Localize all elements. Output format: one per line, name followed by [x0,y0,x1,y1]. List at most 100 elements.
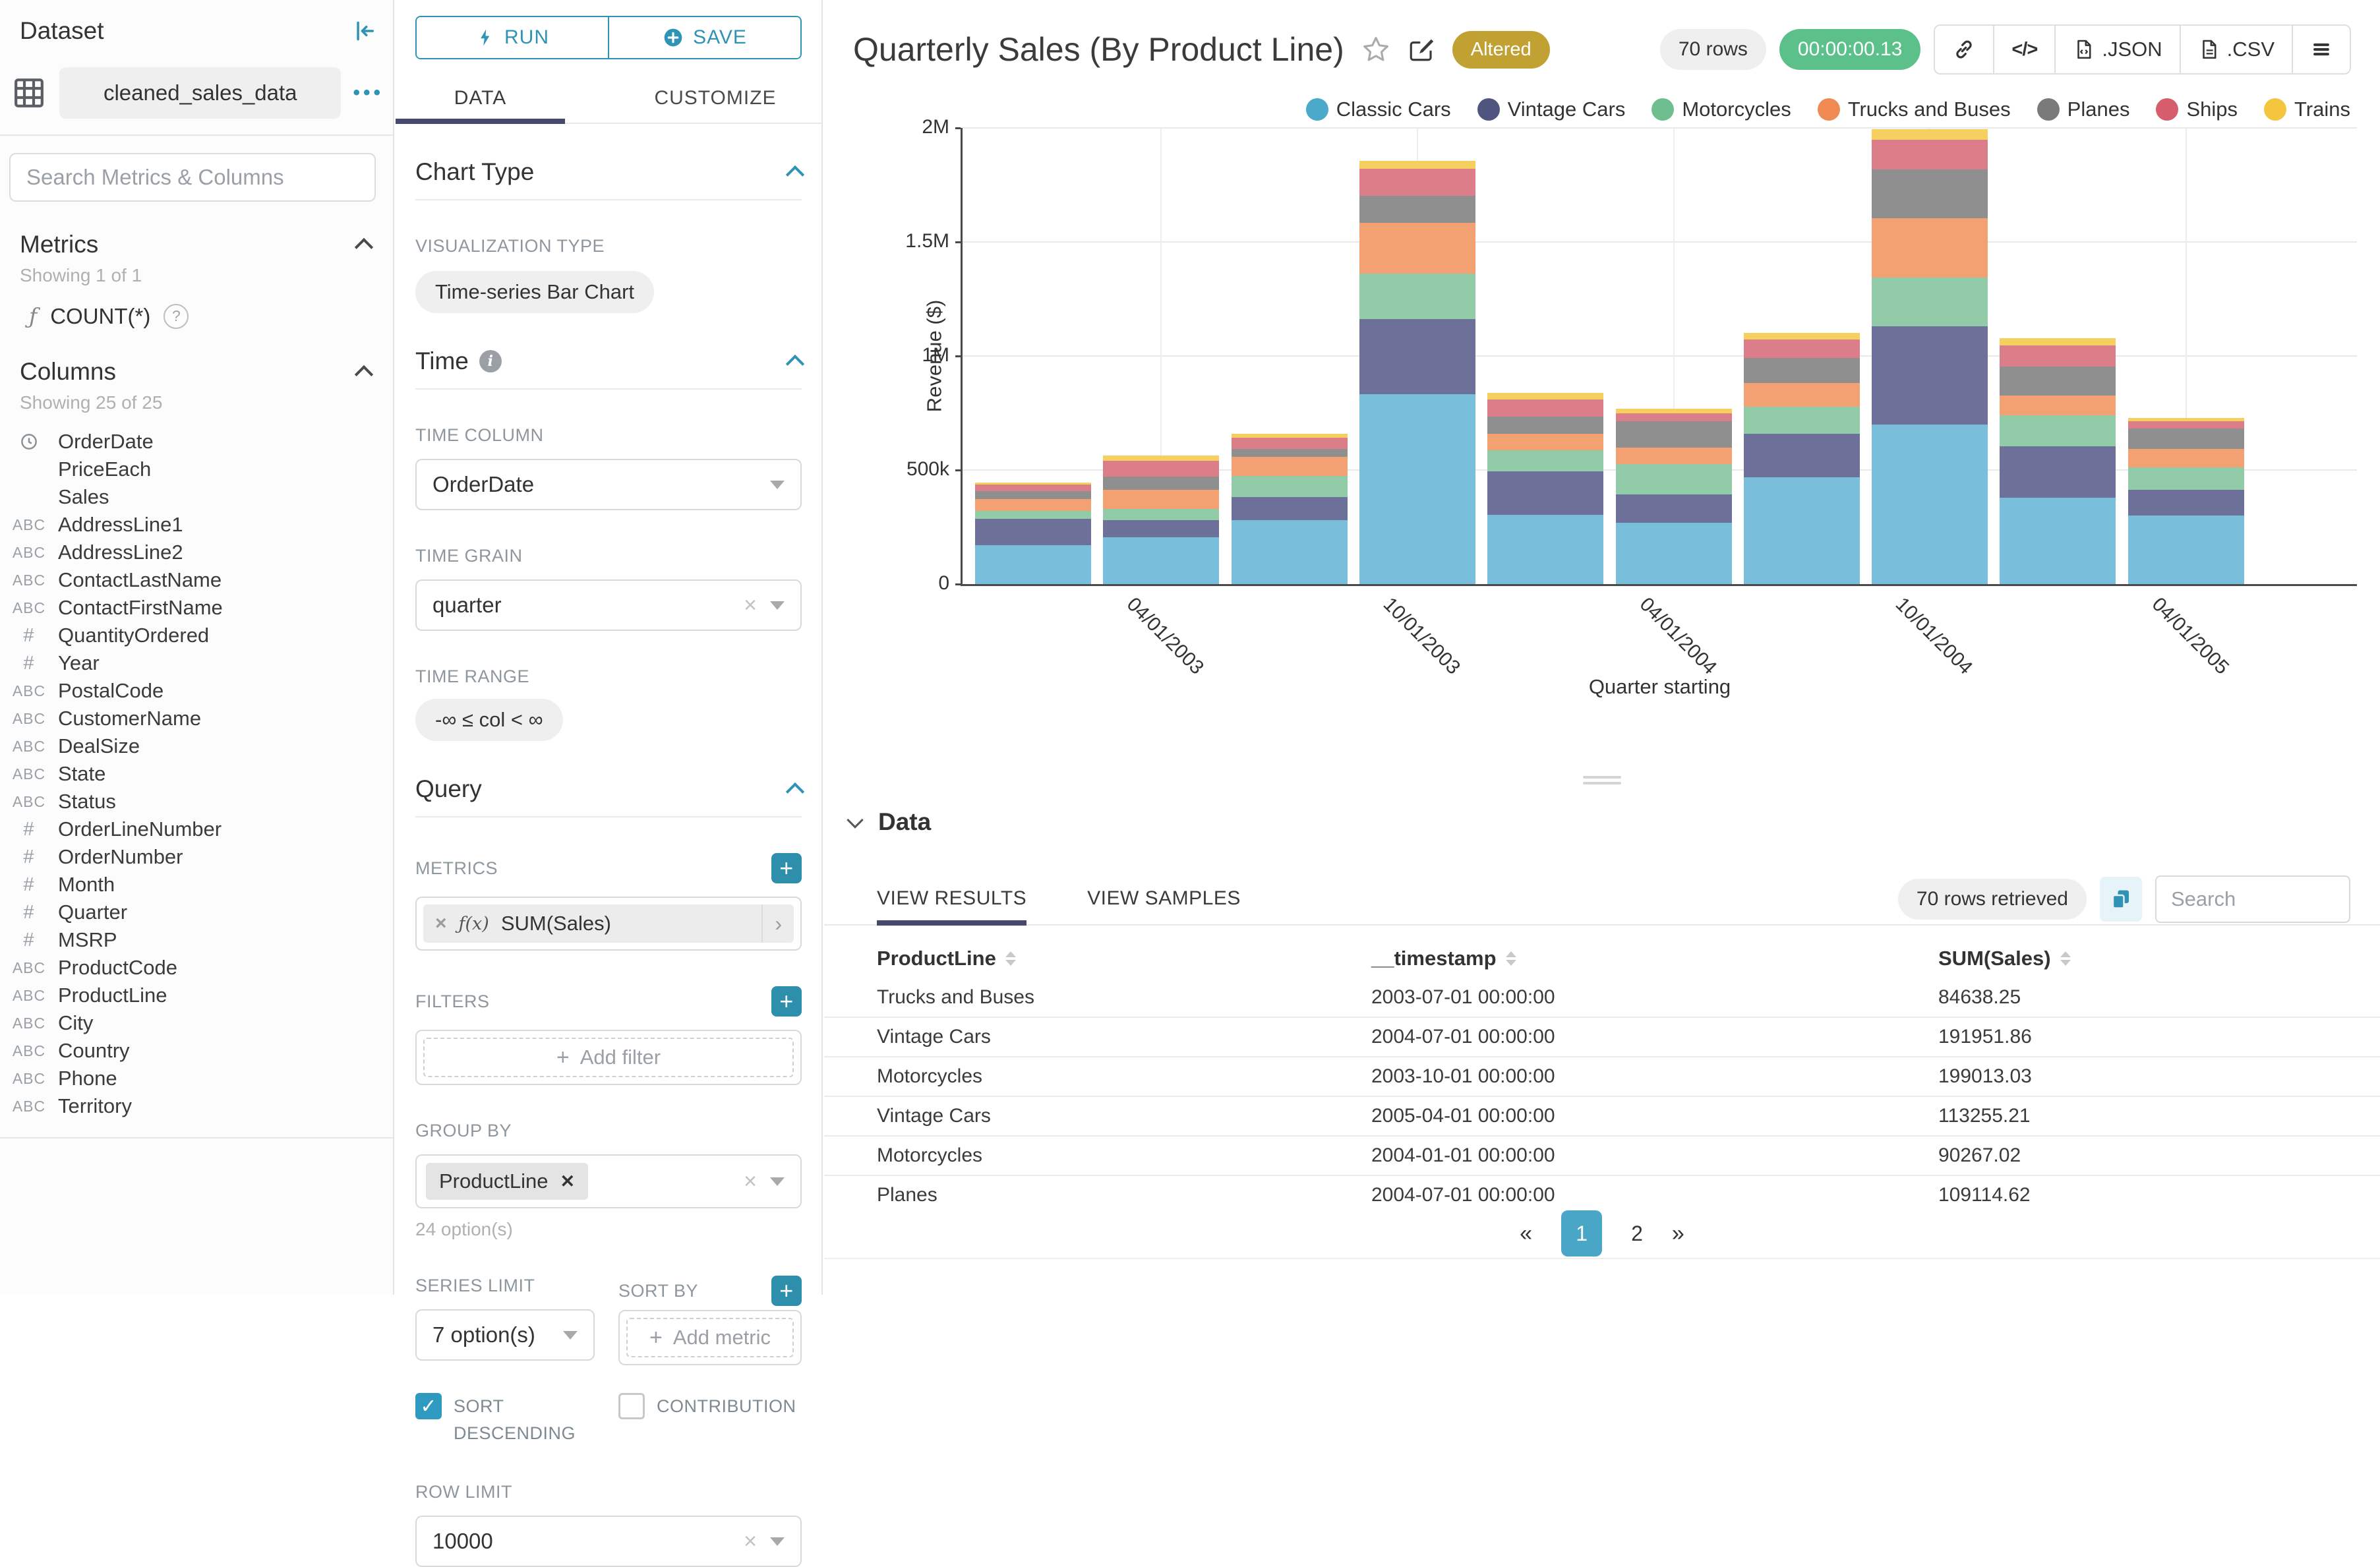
embed-code-button[interactable]: </> [1993,26,2054,73]
bar-segment-planes[interactable] [1872,169,1988,219]
bar-segment-vintage-cars[interactable] [1359,319,1475,395]
bar-segment-planes[interactable] [1615,421,1732,448]
bar-segment-trucks-and-buses[interactable] [2127,448,2244,468]
bar-segment-classic-cars[interactable] [1615,522,1732,584]
bar-segment-ships[interactable] [2127,421,2244,429]
column-item-contactlastname[interactable]: ABC ContactLastName [0,566,393,594]
column-item-addressline1[interactable]: ABC AddressLine1 [0,511,393,539]
help-icon[interactable]: ? [164,303,189,329]
bar-segment-trucks-and-buses[interactable] [2000,395,2116,416]
bar-segment-motorcycles[interactable] [2000,415,2116,447]
column-item-dealsize[interactable]: ABC DealSize [0,732,393,760]
column-item-priceeach[interactable]: PriceEach [0,456,393,483]
bar-segment-motorcycles[interactable] [1615,463,1732,495]
legend-item-classic-cars[interactable]: Classic Cars [1305,98,1451,121]
collapse-columns-icon[interactable] [354,365,374,384]
collapse-time-icon[interactable] [785,354,805,374]
collapse-data-icon[interactable] [847,812,864,829]
remove-chip-icon[interactable]: ✕ [560,1171,576,1191]
legend-item-vintage-cars[interactable]: Vintage Cars [1477,98,1625,121]
add-sort-metric-button[interactable]: + [771,1276,802,1306]
bar-segment-vintage-cars[interactable] [1487,471,1604,516]
column-item-productcode[interactable]: ABC ProductCode [0,954,393,982]
groupby-select[interactable]: ProductLine ✕ × [415,1154,802,1208]
bar-segment-vintage-cars[interactable] [1872,326,1988,425]
bar-chart-plot[interactable]: Revenue ($) Quarter starting 0 500k 1M 1.5M… [905,116,2357,698]
bar-segment-ships[interactable] [2000,345,2116,367]
column-item-productline[interactable]: ABC ProductLine [0,982,393,1009]
column-item-country[interactable]: ABC Country [0,1037,393,1065]
bar-segment-classic-cars[interactable] [1103,537,1220,584]
bar-segment-ships[interactable] [1231,437,1348,449]
pagination-prev[interactable]: « [1520,1220,1533,1246]
bar-segment-vintage-cars[interactable] [1743,433,1860,478]
bar-segment-trains[interactable] [2127,418,2244,421]
bar-segment-trains[interactable] [1487,392,1604,399]
star-icon[interactable] [1361,35,1390,64]
bar-segment-trains[interactable] [1615,408,1732,413]
column-item-orderlinenumber[interactable]: # OrderLineNumber [0,815,393,843]
bar-segment-planes[interactable] [975,490,1091,499]
bar-segment-trucks-and-buses[interactable] [1872,218,1988,278]
pagination-page-2[interactable]: 2 [1631,1221,1643,1245]
bar-segment-planes[interactable] [1743,357,1860,383]
legend-item-motorcycles[interactable]: Motorcycles [1651,98,1791,121]
bar-segment-trucks-and-buses[interactable] [1487,433,1604,451]
bar-segment-planes[interactable] [1487,417,1604,434]
bar-segment-planes[interactable] [1359,195,1475,223]
clear-x-icon[interactable]: × [744,1169,757,1194]
time-column-select[interactable]: OrderDate [415,459,802,510]
add-filter-button[interactable]: + [771,986,802,1017]
sort-descending-checkbox[interactable]: ✓ [415,1393,442,1419]
clear-x-icon[interactable]: × [744,1529,757,1554]
altered-badge[interactable]: Altered [1452,30,1550,69]
bar-segment-vintage-cars[interactable] [1615,494,1732,523]
bar-segment-motorcycles[interactable] [2127,467,2244,490]
bar-segment-vintage-cars[interactable] [1103,520,1220,538]
sort-arrows-icon[interactable] [1505,951,1516,966]
tab-view-results[interactable]: VIEW RESULTS [877,878,1027,926]
export-json-button[interactable]: .JSON [2054,26,2179,73]
table-row[interactable]: Vintage Cars 2004-07-01 00:00:00 191951.86 [824,1017,2380,1056]
save-button[interactable]: SAVE [608,17,800,58]
column-item-orderdate[interactable]: OrderDate [0,428,393,456]
column-header-timestamp[interactable]: __timestamp [1371,947,1938,970]
sort-arrows-icon[interactable] [1005,951,1016,966]
pagination-next[interactable]: » [1671,1220,1684,1246]
table-row[interactable]: Planes 2004-07-01 00:00:00 109114.62 [824,1175,2380,1214]
search-metrics-input[interactable] [9,153,376,202]
column-item-customername[interactable]: ABC CustomerName [0,705,393,732]
bar-segment-motorcycles[interactable] [975,510,1091,519]
column-item-phone[interactable]: ABC Phone [0,1065,393,1092]
collapse-query-icon[interactable] [785,782,805,802]
panel-resize-handle[interactable] [1583,773,1621,784]
bar-segment-trains[interactable] [2000,338,2116,346]
collapse-left-icon[interactable] [351,18,376,44]
bar-segment-classic-cars[interactable] [1231,520,1348,584]
bar-segment-trucks-and-buses[interactable] [1615,448,1732,464]
bar-segment-trucks-and-buses[interactable] [975,498,1091,511]
table-row[interactable]: Motorcycles 2004-01-01 00:00:00 90267.02 [824,1135,2380,1175]
legend-item-ships[interactable]: Ships [2156,98,2238,121]
column-item-territory[interactable]: ABC Territory [0,1092,393,1120]
bar-segment-trains[interactable] [1103,456,1220,461]
export-csv-button[interactable]: .CSV [2179,26,2292,73]
ellipsis-icon[interactable]: ••• [353,82,384,103]
column-item-addressline2[interactable]: ABC AddressLine2 [0,539,393,566]
bar-segment-planes[interactable] [2127,429,2244,449]
bar-segment-vintage-cars[interactable] [2127,489,2244,516]
column-item-year[interactable]: # Year [0,649,393,677]
bar-segment-motorcycles[interactable] [1487,450,1604,471]
bar-segment-ships[interactable] [1615,413,1732,421]
menu-button[interactable] [2292,26,2350,73]
legend-item-trucks-and-buses[interactable]: Trucks and Buses [1817,98,2011,121]
edit-icon[interactable] [1408,36,1435,63]
tab-customize[interactable]: CUSTOMIZE [654,87,777,109]
table-row[interactable]: Trucks and Buses 2003-07-01 00:00:00 84638… [824,978,2380,1017]
column-item-sales[interactable]: Sales [0,483,393,511]
row-limit-select[interactable]: 10000 × [415,1516,802,1567]
column-item-quantityordered[interactable]: # QuantityOrdered [0,622,393,649]
bar-segment-trains[interactable] [1872,129,1988,140]
table-row[interactable]: Motorcycles 2003-10-01 00:00:00 199013.03 [824,1056,2380,1096]
bar-segment-planes[interactable] [2000,366,2116,396]
